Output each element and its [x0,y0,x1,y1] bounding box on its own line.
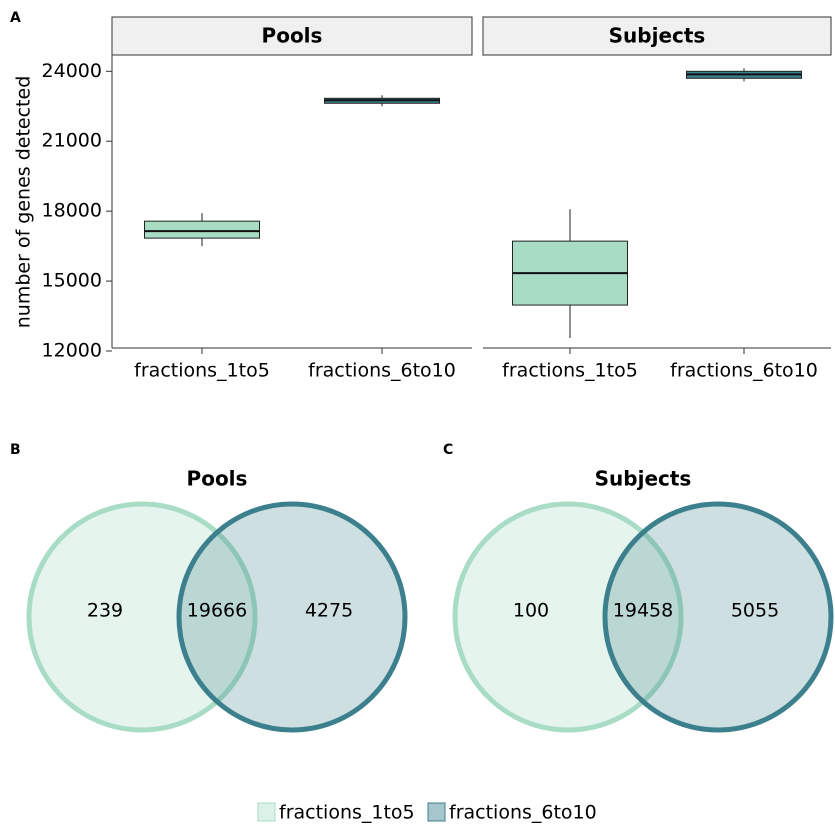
venn-count: 4275 [305,600,353,622]
y-tick-label: 18000 [42,200,102,222]
panel-label: A [10,10,21,26]
legend-swatch [257,802,276,822]
venn-circle [26,501,258,733]
venn-count: 5055 [731,600,779,622]
venn-title: Pools [187,467,248,491]
box [144,220,260,239]
venn-title: Subjects [595,467,692,491]
strip [482,16,832,56]
legend-label: fractions_6to10 [449,802,597,824]
strip [111,16,473,56]
legend-label: fractions_1to5 [279,802,415,824]
venn-circle [176,501,408,733]
x-tick-label: fractions_1to5 [502,360,638,382]
y-tick-label: 21000 [42,130,102,152]
venn-circle [452,501,684,733]
facet-title: Pools [262,24,323,48]
y-tick-label: 24000 [42,60,102,82]
x-tick-label: fractions_6to10 [308,360,456,382]
y-axis-label: number of genes detected [13,76,35,329]
venn-count: 19666 [187,600,247,622]
facet-title: Subjects [609,24,706,48]
y-tick-label: 12000 [42,340,102,362]
x-tick-label: fractions_6to10 [670,360,818,382]
panel-label: C [443,442,453,458]
venn-circle [602,501,834,733]
legend-swatch [427,802,446,822]
panel-label: B [10,442,21,458]
venn-count: 19458 [613,600,673,622]
x-tick-label: fractions_1to5 [134,360,270,382]
venn-count: 239 [87,600,123,622]
venn-count: 100 [513,600,549,622]
y-tick-label: 15000 [42,270,102,292]
